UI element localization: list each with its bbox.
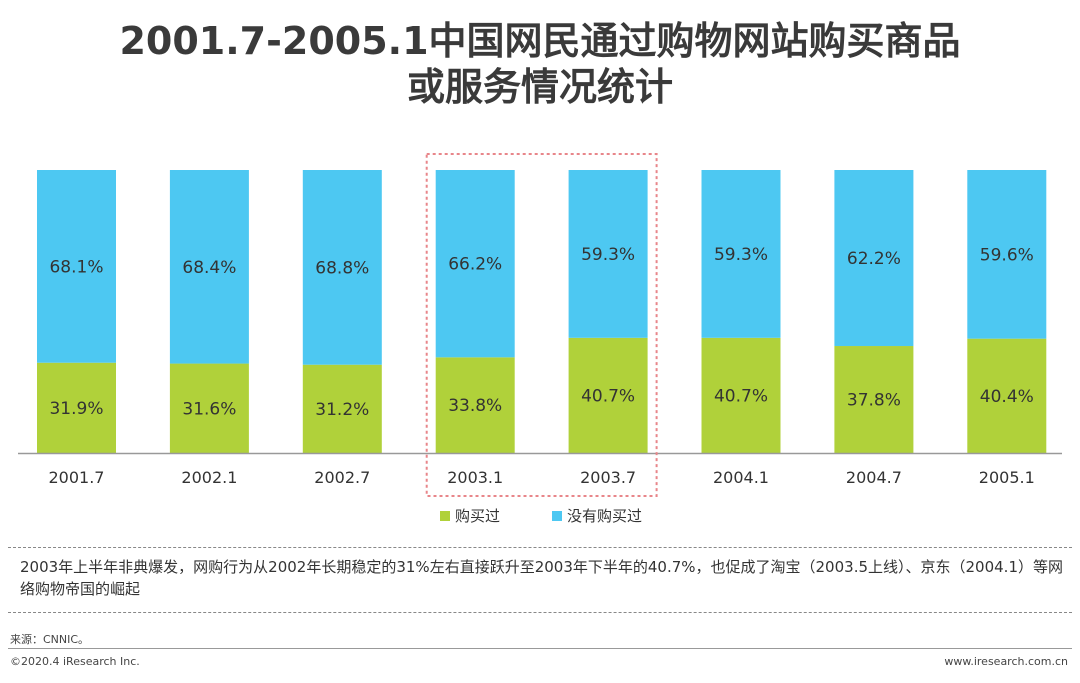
data-label: 68.8% xyxy=(315,258,369,278)
bar-segment-bought xyxy=(435,357,515,453)
bar-segment-not-bought xyxy=(302,170,382,365)
data-label: 68.1% xyxy=(49,257,103,277)
data-label: 33.8% xyxy=(448,396,502,416)
bar-segment-bought xyxy=(302,364,382,453)
note-top-divider xyxy=(8,547,1072,548)
bar-segment-not-bought xyxy=(568,170,648,338)
bar-segment-bought xyxy=(169,363,249,453)
x-tick-label: 2001.7 xyxy=(49,468,105,487)
data-label: 59.3% xyxy=(714,245,768,265)
bar-segment-bought xyxy=(568,337,648,453)
data-label: 40.7% xyxy=(581,386,635,406)
x-tick-label: 2002.1 xyxy=(181,468,237,487)
data-label: 59.6% xyxy=(980,245,1034,265)
bar-segment-not-bought xyxy=(834,170,914,347)
bar-segment-bought xyxy=(834,346,914,453)
data-label: 68.4% xyxy=(182,258,236,278)
chart-title-line-2: 或服务情况统计 xyxy=(406,65,673,109)
note-bottom-divider xyxy=(8,612,1072,613)
x-tick-label: 2002.7 xyxy=(314,468,370,487)
bar-segment-not-bought xyxy=(435,170,515,358)
website-link[interactable]: www.iresearch.com.cn xyxy=(944,655,1068,668)
footer-divider xyxy=(8,648,1072,649)
bar-segment-bought xyxy=(37,362,116,453)
data-label: 31.9% xyxy=(49,399,103,419)
highlight-box xyxy=(425,153,658,497)
legend-bought-swatch xyxy=(440,511,450,521)
stacked-bar-chart: 31.9% 68.1% 2001.7 31.6% 68.4% 2002.1 31.2% 68.… xyxy=(18,153,1062,525)
legend-bought-label: 购买过 xyxy=(455,507,500,525)
source-text: 来源：CNNIC。 xyxy=(10,633,90,646)
bar-segment-bought xyxy=(967,338,1047,453)
data-label: 31.6% xyxy=(182,399,236,419)
data-label: 66.2% xyxy=(448,255,502,275)
bar-segment-not-bought xyxy=(967,170,1047,339)
data-label: 40.4% xyxy=(980,387,1034,407)
legend-not-bought-swatch xyxy=(552,511,562,521)
x-tick-label: 2003.1 xyxy=(447,468,503,487)
annotation-note: 2003年上半年非典爆发，网购行为从2002年长期稳定的31%左右直接跃升至20… xyxy=(20,558,1063,598)
data-label: 37.8% xyxy=(847,391,901,411)
legend-not-bought-label: 没有购买过 xyxy=(567,507,642,525)
bar-segment-not-bought xyxy=(169,170,249,364)
bar-segment-not-bought xyxy=(701,170,781,338)
chart-title-line-1: 2001.7-2005.1中国网民通过购物网站购买商品 xyxy=(119,19,961,63)
x-tick-label: 2004.7 xyxy=(846,468,902,487)
copyright-text: ©2020.4 iResearch Inc. xyxy=(10,655,140,668)
x-tick-label: 2004.1 xyxy=(713,468,769,487)
data-label: 40.7% xyxy=(714,386,768,406)
data-label: 31.2% xyxy=(315,400,369,420)
x-tick-label: 2005.1 xyxy=(979,468,1035,487)
bar-segment-not-bought xyxy=(37,170,116,363)
data-label: 59.3% xyxy=(581,245,635,265)
data-label: 62.2% xyxy=(847,249,901,269)
x-tick-label: 2003.7 xyxy=(580,468,636,487)
bar-segment-bought xyxy=(701,337,781,453)
